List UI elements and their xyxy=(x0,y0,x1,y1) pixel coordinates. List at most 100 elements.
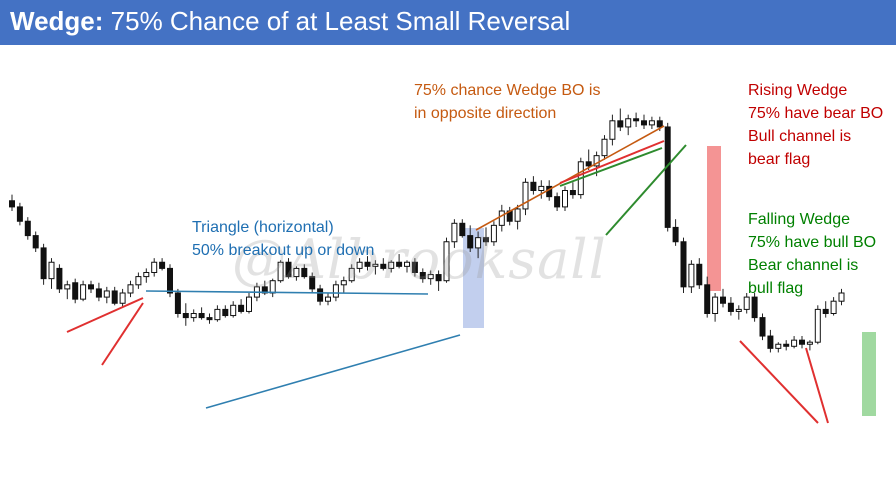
candle-body xyxy=(459,222,466,237)
candle-body xyxy=(56,267,63,290)
candle-body xyxy=(443,241,450,282)
candle-body xyxy=(143,272,150,278)
candle-body xyxy=(680,241,687,288)
candle-body xyxy=(396,261,403,267)
candle-body xyxy=(103,290,110,298)
bull-reversal-box xyxy=(862,332,876,416)
triangle-upper-line xyxy=(145,290,429,295)
candle-body xyxy=(783,343,790,347)
candle-body xyxy=(190,313,197,319)
candle-body xyxy=(198,313,205,319)
rising-wedge-green-upper xyxy=(559,147,663,187)
candle-body xyxy=(80,284,87,300)
candle-body xyxy=(609,120,616,140)
candle-body xyxy=(688,263,695,288)
wedge-bo-annotation-line2: in opposite direction xyxy=(414,105,557,122)
candle-body xyxy=(625,118,632,128)
candle-body xyxy=(656,120,663,128)
candle-body xyxy=(522,181,529,210)
candle-body xyxy=(40,247,47,280)
candle-body xyxy=(325,296,331,302)
rising-wedge-upper-line xyxy=(559,140,665,184)
candle-body xyxy=(95,288,102,298)
triangle-lower-line xyxy=(205,334,461,409)
candle-body xyxy=(72,282,79,300)
candle-body xyxy=(830,300,837,315)
candle-body xyxy=(720,296,726,304)
candle-body xyxy=(277,261,284,282)
candle-body xyxy=(727,302,734,312)
bear-breakout-box xyxy=(707,146,721,291)
rising-wedge-line4: bear flag xyxy=(748,151,811,168)
candle-body xyxy=(285,261,292,278)
falling-wedge-annotation: Falling Wedge 75% have bull BO Bear chan… xyxy=(748,208,876,300)
candle-body xyxy=(672,226,679,243)
candle-body xyxy=(24,220,31,237)
candle-body xyxy=(356,261,363,269)
wedge1-lower-line xyxy=(101,302,144,366)
candle-body xyxy=(514,208,521,222)
candle-body xyxy=(317,288,324,302)
candle-body xyxy=(404,261,410,267)
candle-body xyxy=(32,235,39,249)
slide-title: Wedge: 75% Chance of at Least Small Reve… xyxy=(10,5,570,37)
candle-body xyxy=(419,272,426,280)
candle-body xyxy=(174,292,181,314)
candle-body xyxy=(641,120,647,126)
candle-body xyxy=(648,120,655,126)
candle-body xyxy=(664,126,671,228)
falling-wedge-line1: Falling Wedge xyxy=(748,211,850,228)
falling-wedge-upper-line xyxy=(739,340,819,424)
candle-body xyxy=(467,235,474,249)
title-rest: 75% Chance of at Least Small Reversal xyxy=(103,6,571,36)
candle-body xyxy=(498,210,505,226)
candle-body xyxy=(735,308,742,312)
candle-body xyxy=(206,317,213,321)
candle-body xyxy=(16,206,23,222)
candle-body xyxy=(585,161,592,167)
candle-body xyxy=(696,263,703,286)
triangle-annotation-line1: Triangle (horizontal) xyxy=(192,219,334,236)
candle-body xyxy=(767,335,774,349)
candle-body xyxy=(601,138,608,157)
candle-body xyxy=(791,339,798,347)
candle-body xyxy=(475,237,482,249)
candle-body xyxy=(348,267,355,282)
wedge1-upper-line xyxy=(66,297,144,333)
title-bold: Wedge: xyxy=(10,6,104,36)
candle-body xyxy=(483,237,489,243)
candle-body xyxy=(538,185,545,191)
candle-body xyxy=(751,296,758,319)
rising-wedge-line3: Bull channel is xyxy=(748,128,852,145)
bull-breakout-box xyxy=(463,228,484,328)
candle-body xyxy=(435,274,442,282)
breakout-highlights xyxy=(463,146,876,416)
candle-body xyxy=(222,308,229,317)
falling-wedge-line2: 75% have bull BO xyxy=(748,234,877,251)
falling-wedge-line3: Bear channel is xyxy=(748,257,859,274)
watermark: @Albrooksall xyxy=(232,228,607,291)
rising-wedge-green-lower xyxy=(605,144,687,236)
candle-body xyxy=(301,267,308,278)
candle-body xyxy=(167,267,173,294)
candle-body xyxy=(372,263,379,267)
wedge-bo-annotation: 75% chance Wedge BO is in opposite direc… xyxy=(414,79,600,125)
candle-body xyxy=(799,339,805,345)
candle-body xyxy=(119,292,126,304)
candle-body xyxy=(617,120,624,128)
candle-body xyxy=(151,261,158,273)
candle-body xyxy=(562,190,568,208)
candle-body xyxy=(530,181,537,192)
triangle-annotation: Triangle (horizontal) 50% breakout up or… xyxy=(192,216,374,262)
triangle-annotation-line2: 50% breakout up or down xyxy=(192,242,375,259)
falling-wedge-lower-line xyxy=(805,347,829,424)
candle-body xyxy=(451,222,458,243)
candle-body xyxy=(214,308,221,321)
pattern-lines xyxy=(66,125,829,424)
candle-body xyxy=(340,280,347,286)
candle-body xyxy=(814,308,821,343)
candle-body xyxy=(743,296,750,310)
price-chart xyxy=(9,108,876,424)
candle-body xyxy=(293,267,300,278)
candle-body xyxy=(64,284,71,290)
